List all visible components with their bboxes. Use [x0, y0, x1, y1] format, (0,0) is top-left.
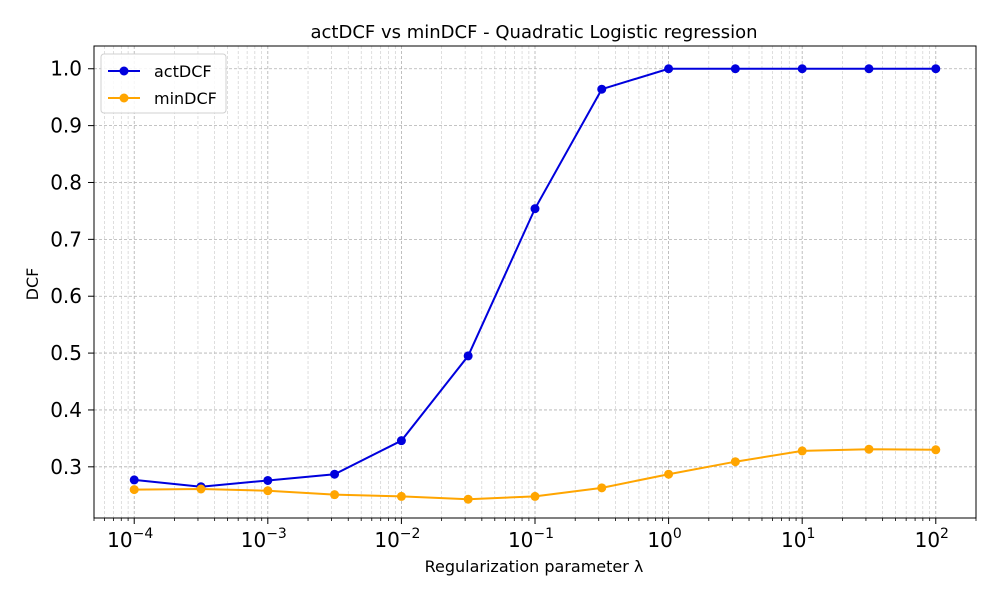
x-axis-label: Regularization parameter λ: [425, 557, 644, 576]
y-tick-label: 0.8: [50, 170, 82, 194]
data-point-minDCF: [263, 486, 273, 496]
data-point-actDCF: [263, 475, 273, 485]
series-group: [129, 64, 941, 504]
x-tick-label: 10−1: [508, 526, 554, 552]
legend-marker: [119, 66, 129, 76]
y-tick-label: 1.0: [50, 57, 82, 81]
data-point-minDCF: [730, 457, 740, 467]
x-tick-label: 10−2: [374, 526, 420, 552]
data-point-actDCF: [396, 436, 406, 446]
y-tick-label: 0.7: [50, 227, 82, 251]
data-point-minDCF: [664, 469, 674, 479]
data-point-minDCF: [931, 445, 941, 455]
chart-title: actDCF vs minDCF - Quadratic Logistic re…: [310, 22, 757, 43]
data-point-actDCF: [664, 64, 674, 74]
legend-label: actDCF: [154, 62, 212, 81]
x-tick-label: 10−4: [107, 526, 153, 552]
data-point-minDCF: [797, 446, 807, 456]
y-tick-label: 0.3: [50, 455, 82, 479]
data-point-minDCF: [530, 491, 540, 501]
data-point-minDCF: [330, 490, 340, 500]
axis-ticks: 10−4 10−3 10−2 10−1 100 101 102 0.3 0.4 0.5 0.6 0.7…: [50, 57, 977, 552]
data-point-minDCF: [396, 491, 406, 501]
legend: actDCF minDCF: [100, 53, 227, 114]
x-tick-label: 100: [647, 526, 681, 552]
data-point-actDCF: [864, 64, 874, 74]
legend-marker: [119, 93, 129, 103]
data-point-actDCF: [463, 351, 473, 361]
x-tick-label: 101: [781, 526, 815, 552]
data-point-actDCF: [797, 64, 807, 74]
y-tick-label: 0.9: [50, 114, 82, 138]
grid: [93, 46, 977, 518]
data-point-minDCF: [463, 494, 473, 504]
y-tick-label: 0.4: [50, 398, 82, 422]
data-point-actDCF: [530, 204, 540, 214]
data-point-actDCF: [330, 469, 340, 479]
legend-label: minDCF: [154, 89, 217, 108]
x-tick-label: 10−3: [241, 526, 287, 552]
data-point-minDCF: [597, 483, 607, 493]
data-point-minDCF: [129, 485, 139, 495]
y-axis-label: DCF: [23, 268, 42, 301]
data-point-actDCF: [730, 64, 740, 74]
x-tick-label: 102: [915, 526, 949, 552]
y-tick-label: 0.6: [50, 284, 82, 308]
data-point-minDCF: [864, 444, 874, 454]
data-point-actDCF: [597, 84, 607, 94]
y-tick-label: 0.5: [50, 341, 82, 365]
data-point-actDCF: [931, 64, 941, 74]
data-point-minDCF: [196, 484, 206, 494]
plot-frame: [93, 45, 977, 519]
data-point-actDCF: [129, 475, 139, 485]
